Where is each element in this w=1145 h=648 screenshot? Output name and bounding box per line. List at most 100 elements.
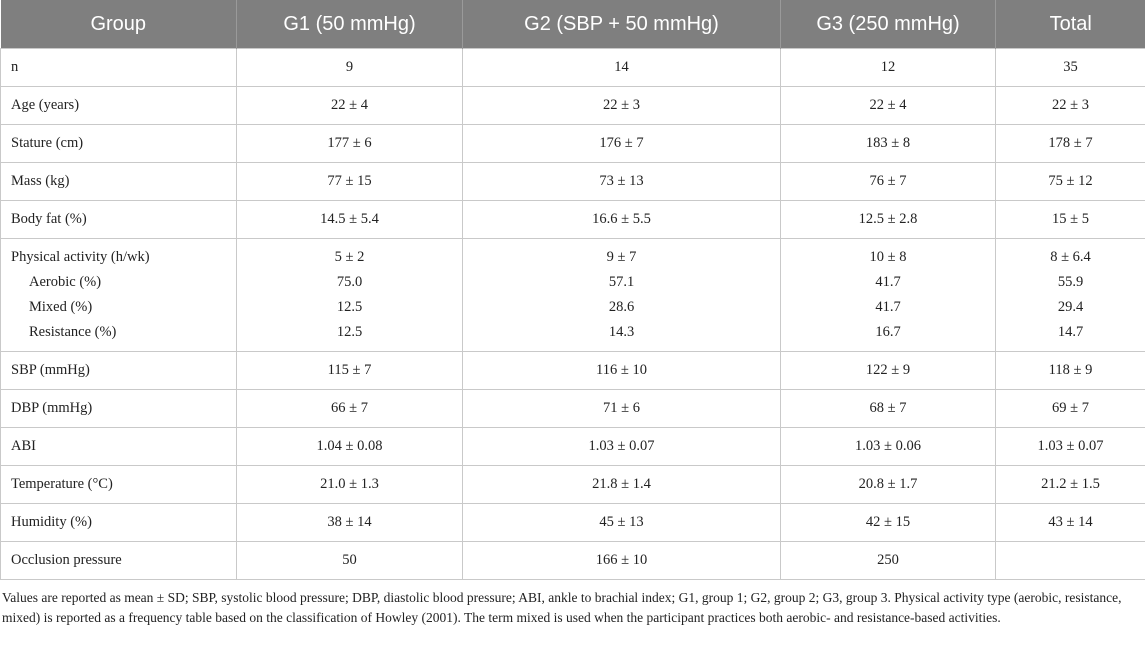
cell-g1: 21.0 ± 1.3 [236,465,463,504]
cell-g2: 9 ± 7 [606,249,637,265]
cell-g3: 41.7 [875,299,901,315]
cell-total: 75 ± 12 [995,162,1145,201]
cell-g2: 14 [462,48,781,87]
row-label: DBP (mmHg) [0,389,237,428]
cell-g1: 12.5 [336,299,363,315]
cell-g2: 73 ± 13 [462,162,781,201]
table-row: Humidity (%) 38 ± 14 45 ± 13 42 ± 15 43 … [0,503,1145,542]
table-row: DBP (mmHg) 66 ± 7 71 ± 6 68 ± 7 69 ± 7 [0,389,1145,428]
cell-total: 22 ± 3 [995,86,1145,125]
cell-g2: 16.6 ± 5.5 [462,200,781,239]
header-g1: G1 (50 mmHg) [236,0,463,49]
row-label-mixed: Mixed (%) [29,299,93,315]
table-row: Occlusion pressure 50 166 ± 10 250 [0,541,1145,580]
cell-g3: 10 ± 8 [869,249,907,265]
cell-g1: 75.0 [336,274,363,290]
table-row: Age (years) 22 ± 4 22 ± 3 22 ± 4 22 ± 3 [0,86,1145,125]
row-label: ABI [0,427,237,466]
row-label: Occlusion pressure [0,541,237,580]
cell-g3: 183 ± 8 [780,124,996,163]
table-row: SBP (mmHg) 115 ± 7 116 ± 10 122 ± 9 118 … [0,351,1145,390]
cell-total: 15 ± 5 [995,200,1145,239]
cell-total: 14.7 [1057,324,1084,340]
cell-g3: 12.5 ± 2.8 [780,200,996,239]
cell-g3: 76 ± 7 [780,162,996,201]
cell-g3-group: 10 ± 8 41.7 41.7 16.7 [780,238,996,352]
cell-g2: 71 ± 6 [462,389,781,428]
row-label-aerobic: Aerobic (%) [29,274,102,290]
cell-g1-group: 5 ± 2 75.0 12.5 12.5 [236,238,463,352]
cell-total: 69 ± 7 [995,389,1145,428]
row-label: n [0,48,237,87]
cell-g1: 12.5 [336,324,363,340]
cell-g3: 22 ± 4 [780,86,996,125]
cell-g3: 20.8 ± 1.7 [780,465,996,504]
cell-total: 29.4 [1057,299,1084,315]
cell-g3: 16.7 [875,324,901,340]
row-label: Humidity (%) [0,503,237,542]
cell-g2: 166 ± 10 [462,541,781,580]
cell-g3: 1.03 ± 0.06 [780,427,996,466]
cell-g2: 21.8 ± 1.4 [462,465,781,504]
cell-total: 8 ± 6.4 [1050,249,1091,265]
participant-characteristics-table: Group G1 (50 mmHg) G2 (SBP + 50 mmHg) G3… [0,0,1145,580]
cell-g1: 66 ± 7 [236,389,463,428]
header-group: Group [0,0,237,49]
cell-g1: 1.04 ± 0.08 [236,427,463,466]
row-label: Body fat (%) [0,200,237,239]
row-label: Physical activity (h/wk) [11,249,150,265]
table-footnote: Values are reported as mean ± SD; SBP, s… [2,590,1122,625]
cell-total [995,541,1145,580]
cell-total: 35 [995,48,1145,87]
cell-g2: 45 ± 13 [462,503,781,542]
cell-total: 118 ± 9 [995,351,1145,390]
cell-g1: 22 ± 4 [236,86,463,125]
cell-g3: 12 [780,48,996,87]
row-label-resistance: Resistance (%) [29,324,117,340]
cell-g3: 68 ± 7 [780,389,996,428]
cell-total: 178 ± 7 [995,124,1145,163]
cell-g3: 42 ± 15 [780,503,996,542]
header-g2: G2 (SBP + 50 mmHg) [462,0,781,49]
cell-g2: 1.03 ± 0.07 [462,427,781,466]
table-row: Body fat (%) 14.5 ± 5.4 16.6 ± 5.5 12.5 … [0,200,1145,239]
cell-g2-group: 9 ± 7 57.1 28.6 14.3 [462,238,781,352]
cell-g1: 50 [236,541,463,580]
cell-g1: 38 ± 14 [236,503,463,542]
cell-g1: 77 ± 15 [236,162,463,201]
cell-g2: 14.3 [608,324,635,340]
row-label: Age (years) [0,86,237,125]
row-label: SBP (mmHg) [0,351,237,390]
cell-g3: 122 ± 9 [780,351,996,390]
cell-total: 55.9 [1057,274,1084,290]
row-label-group: Physical activity (h/wk) Aerobic (%) Mix… [0,238,237,352]
cell-total: 1.03 ± 0.07 [995,427,1145,466]
cell-g3: 250 [780,541,996,580]
header-row: Group G1 (50 mmHg) G2 (SBP + 50 mmHg) G3… [0,0,1145,49]
cell-g1: 5 ± 2 [334,249,365,265]
row-label: Mass (kg) [0,162,237,201]
cell-total: 21.2 ± 1.5 [995,465,1145,504]
table-row: Stature (cm) 177 ± 6 176 ± 7 183 ± 8 178… [0,124,1145,163]
cell-g1: 177 ± 6 [236,124,463,163]
table-row-physical-activity: Physical activity (h/wk) Aerobic (%) Mix… [0,238,1145,352]
cell-g2: 57.1 [608,274,635,290]
cell-total: 43 ± 14 [995,503,1145,542]
cell-g3: 41.7 [875,274,901,290]
header-total: Total [995,0,1145,49]
cell-g2: 22 ± 3 [462,86,781,125]
row-label: Temperature (°C) [0,465,237,504]
row-label: Stature (cm) [0,124,237,163]
cell-g1: 14.5 ± 5.4 [236,200,463,239]
table-row: ABI 1.04 ± 0.08 1.03 ± 0.07 1.03 ± 0.06 … [0,427,1145,466]
table-row: Mass (kg) 77 ± 15 73 ± 13 76 ± 7 75 ± 12 [0,162,1145,201]
cell-g2: 116 ± 10 [462,351,781,390]
table-row: Temperature (°C) 21.0 ± 1.3 21.8 ± 1.4 2… [0,465,1145,504]
cell-g2: 176 ± 7 [462,124,781,163]
cell-g2: 28.6 [608,299,635,315]
table-row: n 9 14 12 35 [0,48,1145,87]
cell-g1: 9 [236,48,463,87]
cell-g1: 115 ± 7 [236,351,463,390]
cell-total-group: 8 ± 6.4 55.9 29.4 14.7 [995,238,1145,352]
header-g3: G3 (250 mmHg) [780,0,996,49]
